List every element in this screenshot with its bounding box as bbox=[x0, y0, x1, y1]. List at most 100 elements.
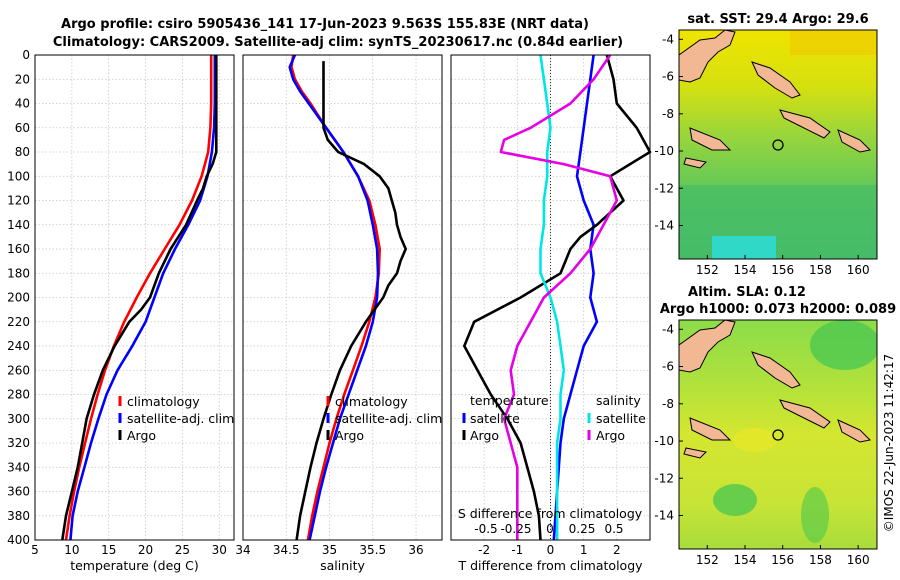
y-tick-label: 240 bbox=[7, 339, 30, 353]
map-y-tick-label: -8 bbox=[662, 107, 674, 121]
x-tick-label: 35.5 bbox=[359, 543, 386, 557]
x-tick-label: 10 bbox=[64, 543, 79, 557]
sla-map-green-blob-3 bbox=[801, 487, 829, 543]
legend-title-temperature: temperature bbox=[470, 393, 549, 408]
series-line-salinity-argo bbox=[499, 54, 619, 540]
x-tick-label: 15 bbox=[101, 543, 116, 557]
map-x-tick-label: 158 bbox=[809, 263, 832, 277]
sst-map-land-north bbox=[679, 30, 736, 83]
sla-map-land-north bbox=[679, 320, 736, 373]
legend-label: climatology bbox=[127, 394, 200, 409]
s-difference-tick: 0 bbox=[546, 522, 554, 536]
x-tick-label: 36 bbox=[408, 543, 423, 557]
legend-label: satellite-adj. clim bbox=[335, 411, 442, 426]
x-tick-label: 30 bbox=[212, 543, 227, 557]
map-y-tick-label: -8 bbox=[662, 397, 674, 411]
y-tick-label: 380 bbox=[7, 509, 30, 523]
s-difference-tick: 0.25 bbox=[569, 522, 596, 536]
sst-map-land-islands bbox=[683, 61, 872, 169]
panel-frame bbox=[242, 54, 443, 541]
map-x-tick-label: 152 bbox=[696, 263, 719, 277]
y-tick-label: 180 bbox=[7, 266, 30, 280]
panel-salinity: 34 34.5 35 35.5 36 salinity bbox=[235, 54, 443, 573]
y-tick-label: 140 bbox=[7, 218, 30, 232]
y-tick-label: 300 bbox=[7, 412, 30, 426]
y-tick-label: 20 bbox=[15, 72, 30, 86]
map-y-tick-label: -4 bbox=[662, 322, 674, 336]
x-tick-label: 25 bbox=[175, 543, 190, 557]
y-tick-label: 160 bbox=[7, 242, 30, 256]
series-line-climatology bbox=[64, 55, 213, 541]
y-tick-label: 80 bbox=[15, 145, 30, 159]
y-tick-label: 260 bbox=[7, 363, 30, 377]
map-y-tick-label: -10 bbox=[654, 434, 674, 448]
y-tick-label: 220 bbox=[7, 315, 30, 329]
x-tick-label: 34 bbox=[235, 543, 250, 557]
y-tick-label: 200 bbox=[7, 291, 30, 305]
map-y-tick-label: -6 bbox=[662, 70, 674, 84]
panel-difference: -2 -1 0 1 2T difference from climatology bbox=[450, 54, 652, 573]
y-tick-label: 60 bbox=[15, 121, 30, 135]
series-line-argo bbox=[295, 61, 408, 541]
series-line-temperature-satellite bbox=[552, 54, 599, 541]
sla-map-land-islands bbox=[683, 351, 872, 459]
map-x-tick-label: 152 bbox=[696, 553, 719, 567]
map-y-tick-label: -12 bbox=[654, 181, 674, 195]
sst-map-cyan-patch bbox=[712, 236, 776, 259]
y-tick-label: 0 bbox=[22, 48, 30, 62]
y-tick-label: 120 bbox=[7, 194, 30, 208]
x-tick-label: 5 bbox=[31, 543, 39, 557]
map-y-tick-label: -4 bbox=[662, 32, 674, 46]
sla-map-green-blob-2 bbox=[713, 484, 757, 516]
sst-map-orange-patch bbox=[790, 30, 877, 55]
legend-label: satellite bbox=[470, 411, 520, 426]
x-tick-label: -2 bbox=[478, 543, 490, 557]
x-tick-label: 0 bbox=[547, 543, 555, 557]
sla-map-frame bbox=[678, 319, 878, 550]
y-tick-label: 360 bbox=[7, 485, 30, 499]
legend-label: satellite-adj. clim bbox=[127, 411, 234, 426]
x-axis-label: salinity bbox=[320, 558, 365, 573]
s-difference-tick: -0.25 bbox=[500, 522, 531, 536]
legend-title-salinity: salinity bbox=[596, 393, 641, 408]
sla-map-green-blob-1 bbox=[810, 320, 877, 370]
copyright-label: ©IMOS 22-Jun-2023 11:42:17 bbox=[882, 354, 896, 532]
series-line-temperature-argo bbox=[462, 54, 652, 541]
map-y-tick-label: -6 bbox=[662, 360, 674, 374]
panel-frame bbox=[450, 54, 651, 541]
series-line-satellite-adj-clim bbox=[288, 54, 380, 541]
map-x-tick-label: 156 bbox=[771, 553, 794, 567]
x-axis-label: temperature (deg C) bbox=[70, 558, 199, 573]
series-line-salinity-satellite bbox=[539, 54, 566, 540]
s-difference-tick: 0.5 bbox=[604, 522, 623, 536]
x-tick-label: -1 bbox=[511, 543, 523, 557]
y-tick-label: 320 bbox=[7, 436, 30, 450]
map-y-tick-label: -14 bbox=[654, 218, 674, 232]
map-y-tick-label: -12 bbox=[654, 471, 674, 485]
map-y-tick-label: -14 bbox=[654, 508, 674, 522]
x-tick-label: 20 bbox=[138, 543, 153, 557]
map-x-tick-label: 154 bbox=[734, 263, 757, 277]
map-x-tick-label: 160 bbox=[847, 553, 870, 567]
y-tick-label: 280 bbox=[7, 388, 30, 402]
figure-title-line2: Climatology: CARS2009. Satellite-adj cli… bbox=[53, 35, 623, 50]
sst-map-argo-marker bbox=[772, 139, 784, 151]
legend-label: Argo bbox=[470, 428, 499, 443]
sst-map-dark-patch bbox=[679, 185, 877, 259]
panel-frame bbox=[34, 54, 235, 541]
map-x-tick-label: 160 bbox=[847, 263, 870, 277]
figure-title-line1: Argo profile: csiro 5905436_141 17-Jun-2… bbox=[61, 17, 589, 32]
legend-label: climatology bbox=[335, 394, 408, 409]
sst-map: sat. SST: 29.4 Argo: 29.6 152 154 156 158 16… bbox=[654, 12, 878, 277]
y-tick-label: 100 bbox=[7, 169, 30, 183]
x-tick-label: 35 bbox=[322, 543, 337, 557]
s-difference-tick: -0.5 bbox=[474, 522, 497, 536]
legend-label: Argo bbox=[127, 428, 156, 443]
panel-temperature: 0 20 40 60 80 100 120 140 160 180 200 220 240 260 280 3… bbox=[7, 48, 235, 573]
y-tick-label: 400 bbox=[7, 533, 30, 547]
y-tick-label: 340 bbox=[7, 460, 30, 474]
x-tick-label: 1 bbox=[580, 543, 588, 557]
series-line-satellite-adj-clim bbox=[69, 55, 217, 541]
series-line-argo bbox=[61, 55, 218, 541]
